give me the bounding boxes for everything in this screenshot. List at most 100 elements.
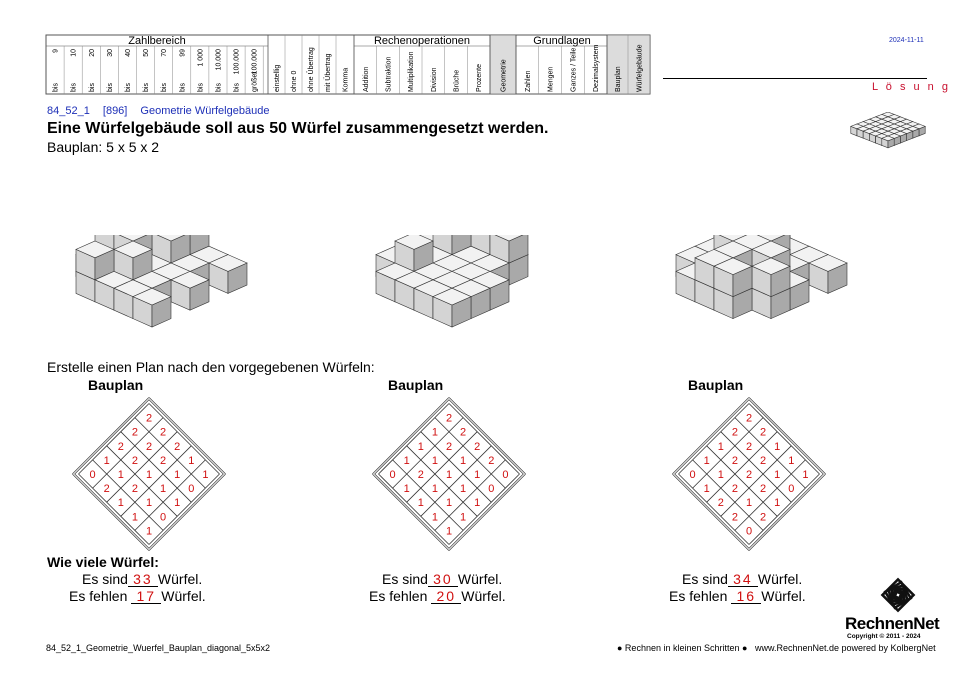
misc-category-label: einstellig	[274, 65, 281, 92]
sind-prefix: Es sind	[82, 571, 128, 587]
answer-fehlen-3: Es fehlen 16 Würfel.	[669, 588, 806, 604]
zahlbereich-max-label: 10	[71, 49, 78, 57]
plan-cell-value: 1	[188, 455, 194, 467]
logo-square	[880, 577, 916, 613]
zahlbereich-bis-label: bis	[107, 83, 114, 92]
answer-sind-2: Es sind 30 Würfel.	[382, 571, 502, 587]
plan-cell-value: 2	[732, 427, 738, 439]
rechenoperation-label: Subtraktion	[386, 56, 393, 92]
plan-cell-value: 1	[718, 469, 724, 481]
grundlagen-label: Zahlen	[525, 70, 532, 92]
fehlen-value-field[interactable]: 17	[131, 589, 162, 604]
plan-cell-value: 1	[718, 441, 724, 453]
plan-cell-value: 1	[446, 497, 452, 509]
plan-cell-value: 2	[104, 483, 110, 495]
answer-sind-3: Es sind 34 Würfel.	[682, 571, 802, 587]
fehlen-prefix: Es fehlen	[69, 588, 128, 604]
category-header-table: Zahlbereich Rechenoperationen Grundlagen…	[45, 34, 651, 95]
plan-cell-value: 2	[760, 427, 766, 439]
plan-cell-value: 2	[460, 427, 466, 439]
task-meta: 84_52_1 [896] Geometrie Würfelgebäude	[47, 105, 279, 117]
plan-cell-value: 0	[690, 469, 696, 481]
plan-cell-value: 0	[188, 483, 194, 495]
logo-square	[886, 583, 910, 607]
footer-site[interactable]: www.RechnenNet.de powered by KolbergNet	[754, 643, 936, 653]
zahlbereich-max-label: 40	[125, 49, 132, 57]
plan-cell-value: 2	[132, 483, 138, 495]
misc-category-label: ohne 0	[291, 70, 298, 92]
plan-cell-value: 1	[474, 469, 480, 481]
fehlen-suffix: Würfel.	[461, 588, 506, 604]
zahlbereich-bis-label: bis	[125, 83, 132, 92]
cube	[208, 254, 248, 294]
fehlen-suffix: Würfel.	[161, 588, 206, 604]
plan-cell-value: 2	[474, 441, 480, 453]
plan-cell-value: 2	[760, 483, 766, 495]
zahlbereich-max-label: 10.000	[215, 49, 222, 71]
cube	[808, 254, 848, 294]
cube	[880, 135, 896, 149]
plan-cell-value: 1	[418, 497, 424, 509]
rechenoperation-label: Division	[431, 67, 438, 92]
sind-prefix: Es sind	[382, 571, 428, 587]
plan-cell-value: 2	[488, 455, 494, 467]
plan-cell-value: 0	[90, 469, 96, 481]
solution-label: L ö s u n g	[872, 81, 951, 93]
grundlagen-label: Mengen	[548, 67, 555, 92]
footer-slogan: ● Rechnen in kleinen Schritten ●	[617, 643, 748, 653]
date: 2024-11-11	[889, 37, 924, 44]
logo-square	[892, 589, 904, 601]
plan-cell-value: 1	[774, 497, 780, 509]
plan-cell-value: 1	[104, 455, 110, 467]
misc-category-label: Komma	[343, 68, 350, 92]
task-code: [896]	[102, 105, 128, 117]
group-grundlagen: Grundlagen	[533, 35, 591, 47]
plan-cell-value: 0	[160, 511, 166, 523]
sind-value-field[interactable]: 33	[127, 572, 158, 587]
fehlen-prefix: Es fehlen	[369, 588, 428, 604]
footer-filename: 84_52_1_Geometrie_Wuerfel_Bauplan_diagon…	[46, 643, 271, 653]
zahlbereich-max-label: 100.000	[252, 49, 259, 74]
rechenoperation-label: Prozente	[476, 64, 483, 92]
plan-cell-value: 1	[746, 497, 752, 509]
zahlbereich-bis-label: bis	[53, 83, 60, 92]
fehlen-prefix: Es fehlen	[669, 588, 728, 604]
question-text: Wie viele Würfel:	[47, 554, 159, 570]
plan-cell-value: 2	[760, 511, 766, 523]
sind-value-field[interactable]: 30	[427, 572, 458, 587]
zahlbereich-bis-label: größer	[252, 71, 259, 92]
sind-value-field[interactable]: 34	[727, 572, 758, 587]
fehlen-value-field[interactable]: 20	[431, 589, 462, 604]
zahlbereich-bis-label: bis	[234, 83, 241, 92]
rechnennet-logo-icon	[880, 577, 916, 613]
zahlbereich-max-label: 70	[161, 49, 168, 57]
plan-cell-value: 2	[732, 483, 738, 495]
cube-building-3	[675, 235, 848, 320]
zahlbereich-bis-label: bis	[179, 83, 186, 92]
cube	[75, 240, 115, 281]
zahlbereich-max-label: 100.000	[234, 49, 241, 74]
plan-cell-value: 1	[132, 511, 138, 523]
task-topic: Geometrie Würfelgebäude	[140, 105, 270, 117]
bauplan-label-3: Bauplan	[688, 377, 744, 393]
cube-slab-thumbnail	[850, 112, 927, 149]
fehlen-value-field[interactable]: 16	[731, 589, 762, 604]
plan-cell-value: 1	[404, 455, 410, 467]
plan-cell-value: 0	[788, 483, 794, 495]
cube	[432, 235, 472, 256]
plan-cell-value: 1	[446, 525, 452, 537]
plan-cell-value: 2	[746, 441, 752, 453]
plan-cell-value: 2	[446, 413, 452, 425]
misc-category-label: mit Übertrag	[324, 53, 332, 92]
plan-cell-value: 2	[132, 455, 138, 467]
rechenoperation-label: Multiplikation	[408, 51, 415, 92]
footer-slogan-site: ● Rechnen in kleinen Schritten ● www.Rec…	[617, 643, 936, 653]
rechenoperation-label: Brüche	[454, 70, 461, 92]
plan-cell-value: 0	[746, 525, 752, 537]
extra-label: Würfelgebäude	[637, 44, 644, 92]
plan-cell-value: 2	[732, 511, 738, 523]
plan-cell-value: 1	[788, 455, 794, 467]
cube	[132, 287, 172, 328]
plan-cell-value: 2	[174, 441, 180, 453]
